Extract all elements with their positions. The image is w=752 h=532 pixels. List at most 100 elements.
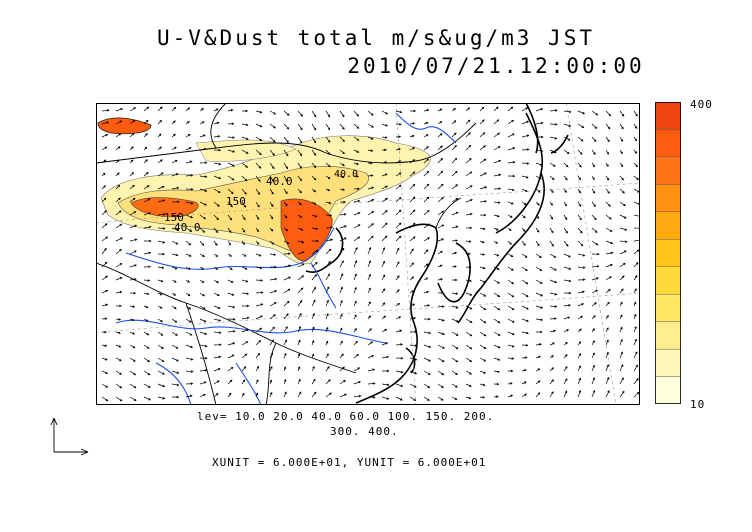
wind-vector [479,132,486,138]
wind-vector [479,318,487,324]
wind-vector [437,133,443,138]
wind-vector [367,382,376,385]
wind-vector [381,342,389,346]
wind-vector [535,253,542,259]
wind-vector [129,238,138,242]
wind-vector [395,356,404,360]
wind-vector [451,170,458,177]
wind-vector [605,123,611,130]
wind-vector [213,331,222,334]
colorbar-cell [655,348,681,377]
wind-vector [297,312,302,320]
wind-vector [549,253,557,258]
contour-label: 150 [226,195,246,208]
wind-vector [199,147,207,151]
wind-vector [381,136,388,139]
wind-vector [325,286,330,294]
wind-vector [507,133,515,138]
wind-vector [185,214,194,219]
wind-vector [143,251,152,255]
wind-vector [549,136,558,140]
wind-vector [437,210,445,216]
wind-vector [367,396,376,399]
wind-vector [521,175,529,179]
rivers [115,112,457,405]
wind-vector [129,344,136,349]
wind-vector [521,393,527,398]
wind-vector [213,162,222,166]
wind-vector [227,122,235,125]
wind-vector [395,135,402,138]
wind-vector [577,253,586,257]
wind-vector [605,162,609,167]
wind-vector [157,106,163,112]
wind-vector [171,200,180,204]
wind-vector [409,290,415,294]
wind-vector [493,253,500,257]
wind-vector [605,351,609,359]
wind-vector [129,305,136,308]
wind-vector [451,132,457,138]
wind-vector [325,365,330,372]
wind-vector [353,136,360,141]
wind-vector [535,201,540,206]
wind-vector [101,317,108,320]
wind-vector [633,123,638,129]
wind-vector [423,290,430,294]
wind-vector [507,279,515,285]
wind-vector [563,291,572,295]
wind-vector [507,119,515,125]
wind-vector [633,288,637,294]
wind-vector [465,279,473,283]
map-datetime: 2010/07/21.12:00:00 [347,54,645,78]
wind-vector [325,136,331,143]
wind-vector [395,275,400,281]
wind-vector [185,121,190,125]
wind-vector [395,110,403,114]
wind-vector [157,357,165,362]
wind-vector [297,366,301,372]
wind-vector [101,133,109,138]
wind-vector [465,383,472,387]
wind-vector [353,327,357,333]
wind-vector [395,329,403,333]
vector-unit-label: XUNIT = 6.000E+01, YUNIT = 6.000E+01 [212,456,487,469]
wind-vector [563,175,568,181]
wind-vector [493,318,501,324]
wind-vector [115,370,123,375]
wind-vector [283,227,289,232]
wind-vector [269,314,276,320]
wind-vector [143,265,151,269]
wind-vector [101,330,107,334]
wind-vector [381,123,388,127]
wind-vector [381,302,386,307]
wind-vector [241,188,247,195]
wind-vector [465,132,471,138]
wind-vector [437,357,445,363]
wind-vector [451,211,459,216]
wind-vector [395,148,401,151]
wind-vector [423,383,431,389]
wind-vector [451,292,459,295]
wind-vector [213,148,222,152]
wind-vector [619,364,624,372]
wind-vector [409,396,417,401]
wind-vector [297,188,302,194]
wind-vector [297,339,301,346]
wind-vector [297,123,303,131]
wind-vector [325,175,331,180]
wind-vector [353,273,357,281]
wind-vector [577,328,582,333]
wind-vector [633,261,639,268]
wind-vector [493,305,501,311]
wind-vector [297,251,305,255]
wind-vector [493,279,501,284]
wind-vector [339,366,345,372]
wind-vector [143,106,150,112]
wind-vector [353,367,361,372]
wind-vector [409,134,415,138]
wind-vector [255,315,263,320]
wind-vector [143,172,149,177]
wind-vector [423,357,431,362]
wind-vector [171,357,179,362]
